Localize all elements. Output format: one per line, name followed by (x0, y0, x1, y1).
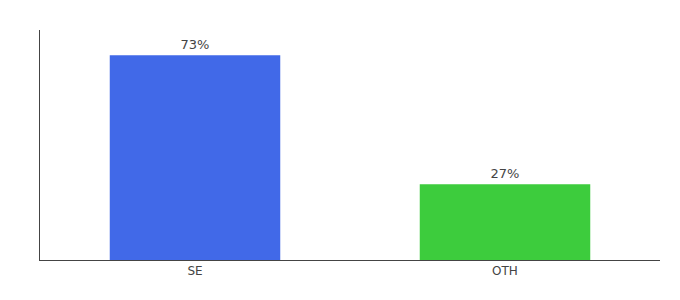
svg-text:OTH: OTH (492, 264, 518, 278)
svg-text:27%: 27% (491, 166, 520, 181)
svg-text:73%: 73% (181, 37, 210, 52)
svg-text:SE: SE (187, 264, 202, 278)
